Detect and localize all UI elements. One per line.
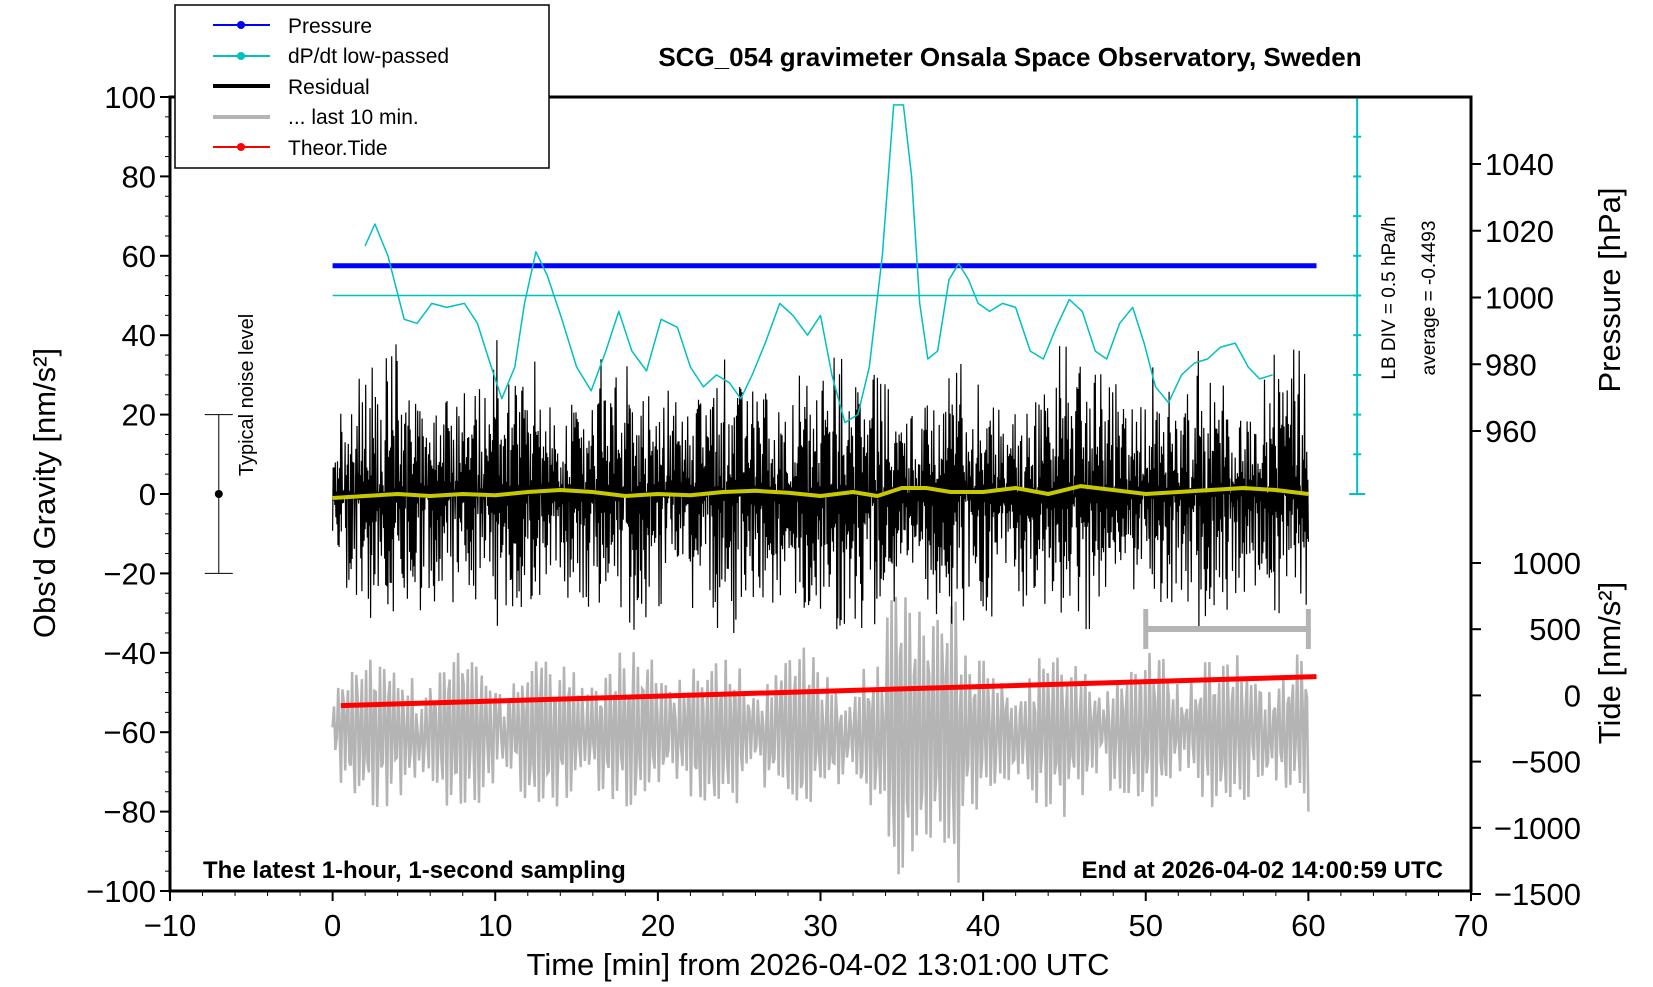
- x-tick-label: 0: [324, 908, 341, 943]
- bottom-right-caption: End at 2026-04-02 14:00:59 UTC: [1082, 857, 1444, 884]
- pressure-tick-label: 1040: [1485, 147, 1554, 182]
- x-tick-label: −10: [144, 908, 197, 943]
- pressure-tick-label: 1020: [1485, 214, 1554, 249]
- tide-tick-label: 1000: [1512, 546, 1581, 581]
- theor-tide-line: [340, 674, 1317, 709]
- x-tick-label: 30: [803, 908, 837, 943]
- legend-item-last10: ... last 10 min.: [213, 106, 419, 129]
- y-axis-label-tide: Tide [nm/s²]: [1592, 582, 1627, 745]
- y-tick-label: 60: [122, 239, 156, 274]
- noise-level-label: Typical noise level: [236, 314, 258, 476]
- overlay-elements: [204, 96, 1366, 649]
- chart-title: SCG_054 gravimeter Onsala Space Observat…: [658, 42, 1361, 72]
- average-label: average = -0.4493: [1419, 221, 1440, 376]
- x-tick-label: 40: [966, 908, 1000, 943]
- y-tick-label: −20: [103, 556, 156, 591]
- tide-tick-label: 500: [1529, 612, 1581, 647]
- legend-item-dpdt: dP/dt low-passed: [213, 45, 449, 68]
- x-tick-label: 20: [641, 908, 675, 943]
- y-tick-label: 0: [139, 477, 156, 512]
- y-axis-label-gravity: Obs'd Gravity [nm/s²]: [27, 348, 62, 638]
- pressure-tick-label: 1000: [1485, 281, 1554, 316]
- pressure-tick-label: 960: [1485, 414, 1537, 449]
- x-axis-label: Time [min] from 2026-04-02 13:01:00 UTC: [527, 947, 1110, 982]
- residual-smoothed-line: [332, 484, 1309, 500]
- tide-tick-label: −500: [1511, 745, 1581, 780]
- legend-label-tide: Theor.Tide: [288, 137, 388, 160]
- x-tick-label: 10: [478, 908, 512, 943]
- dpdt-line: [364, 104, 1273, 424]
- x-tick-label: 60: [1291, 908, 1325, 943]
- noise-bar-center: [214, 490, 223, 498]
- y-tick-label: −80: [103, 795, 156, 830]
- data-traces: [331, 104, 1317, 883]
- legend-item-residual: Residual: [213, 76, 370, 99]
- y-tick-label: −40: [103, 636, 156, 671]
- y-tick-label: 20: [122, 398, 156, 433]
- y-axis-label-pressure: Pressure [hPa]: [1592, 187, 1627, 392]
- legend-label-pressure: Pressure: [288, 15, 372, 38]
- legend-marker-pressure: [237, 21, 245, 29]
- last10-trace: [331, 596, 1310, 883]
- x-tick-label: 50: [1129, 908, 1163, 943]
- x-tick-label: 70: [1454, 908, 1488, 943]
- legend-label-last10: ... last 10 min.: [288, 106, 419, 129]
- y-tick-label: 100: [104, 80, 156, 115]
- axes: −10 0 10 20 30 40 50 60 70100806040200−20−40−60−…: [86, 80, 1581, 943]
- bottom-left-caption: The latest 1-hour, 1-second sampling: [203, 857, 626, 884]
- legend-marker-dpdt: [237, 52, 245, 60]
- tide-tick-label: −1500: [1494, 877, 1581, 912]
- legend: Pressure dP/dt low-passed Residual ... l…: [174, 4, 550, 169]
- y-tick-label: −60: [103, 715, 156, 750]
- tide-tick-label: −1000: [1494, 811, 1581, 846]
- legend-item-pressure: Pressure: [213, 15, 372, 38]
- pressure-tick-label: 980: [1485, 347, 1537, 382]
- legend-marker-tide: [237, 143, 245, 151]
- tide-tick-label: 0: [1564, 678, 1581, 713]
- legend-label-residual: Residual: [288, 76, 370, 99]
- lb-div-label: LB DIV = 0.5 hPa/h: [1379, 216, 1400, 379]
- legend-label-dpdt: dP/dt low-passed: [288, 45, 449, 68]
- residual-trace: [332, 340, 1309, 634]
- y-tick-label: −100: [86, 874, 156, 909]
- y-tick-label: 80: [122, 159, 156, 194]
- y-tick-label: 40: [122, 318, 156, 353]
- legend-item-tide: Theor.Tide: [213, 137, 388, 160]
